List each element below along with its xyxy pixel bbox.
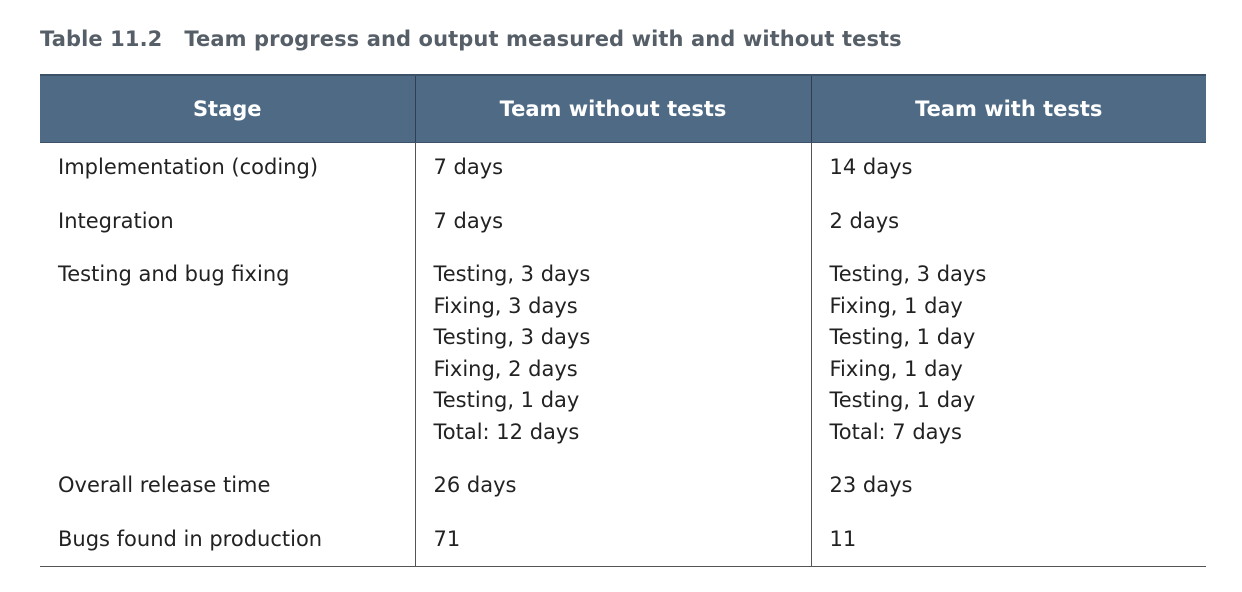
stage-label: Integration bbox=[58, 208, 174, 233]
cell-value-line: 23 days bbox=[829, 473, 913, 497]
table-number: Table 11.2 bbox=[40, 27, 163, 51]
table-header-row: Stage Team without tests Team with tests bbox=[40, 74, 1206, 143]
cell-team-without-tests: Testing, 3 days Fixing, 3 days Testing, 3 … bbox=[414, 249, 811, 460]
cell-value-line: Testing, 1 day bbox=[829, 388, 976, 412]
cell-value-line: Testing, 1 day bbox=[829, 325, 976, 349]
table-row: Bugs found in production 71 11 bbox=[40, 513, 1206, 567]
cell-value-line: 14 days bbox=[829, 155, 913, 179]
cell-team-without-tests: 7 days bbox=[414, 142, 811, 196]
cell-team-without-tests: 7 days bbox=[414, 195, 811, 249]
table-row: Integration 7 days 2 days bbox=[40, 195, 1206, 250]
cell-value-line: 2 days bbox=[829, 208, 900, 233]
table-row: Testing and bug fixing Testing, 3 days Fix… bbox=[40, 249, 1206, 460]
cell-value-line: 7 days bbox=[433, 208, 504, 233]
cell-value-line: Total: 7 days bbox=[829, 419, 962, 444]
cell-team-without-tests: 71 bbox=[414, 513, 811, 567]
header-team-without-tests: Team without tests bbox=[414, 74, 811, 143]
cell-value-line: Testing, 3 days bbox=[433, 325, 591, 349]
cell-team-with-tests: Testing, 3 days Fixing, 1 day Testing, 1 d… bbox=[810, 249, 1206, 460]
cell-stage: Bugs found in production bbox=[40, 513, 415, 567]
stage-label: Implementation (coding) bbox=[58, 155, 319, 179]
cell-value-line: Fixing, 2 days bbox=[433, 356, 578, 381]
cell-stage: Integration bbox=[40, 196, 415, 250]
cell-value-line: 26 days bbox=[433, 473, 517, 497]
stage-label: Overall release time bbox=[58, 473, 271, 497]
table-body: Implementation (coding) 7 days 14 days Inte… bbox=[40, 142, 1206, 567]
table-row: Implementation (coding) 7 days 14 days bbox=[40, 142, 1206, 196]
stage-label: Bugs found in production bbox=[58, 526, 323, 551]
cell-value-line: Testing, 3 days bbox=[433, 262, 591, 286]
cell-value-line: Total: 12 days bbox=[433, 419, 580, 444]
cell-value-line: 7 days bbox=[433, 155, 504, 179]
header-stage: Stage bbox=[40, 74, 415, 143]
cell-value-line: Testing, 3 days bbox=[829, 262, 987, 286]
comparison-table-container: Stage Team without tests Team with tests… bbox=[40, 74, 1206, 567]
table-title: Team progress and output measured with a… bbox=[184, 27, 902, 51]
cell-value-line: Fixing, 1 day bbox=[829, 356, 963, 381]
table-caption: Table 11.2 Team progress and output measu… bbox=[40, 27, 902, 51]
table-row: Overall release time 26 days 23 days bbox=[40, 460, 1206, 514]
cell-stage: Implementation (coding) bbox=[40, 143, 415, 196]
cell-stage: Testing and bug fixing bbox=[40, 249, 415, 460]
cell-value-line: Fixing, 3 days bbox=[433, 293, 578, 318]
cell-value-line: Fixing, 1 day bbox=[829, 293, 963, 318]
cell-stage: Overall release time bbox=[40, 460, 415, 514]
cell-team-without-tests: 26 days bbox=[414, 460, 811, 514]
comparison-table: Stage Team without tests Team with tests… bbox=[40, 74, 1206, 567]
cell-value-line: Testing, 1 day bbox=[433, 388, 580, 412]
header-team-with-tests: Team with tests bbox=[810, 74, 1206, 143]
cell-team-with-tests: 14 days bbox=[810, 142, 1206, 196]
cell-value-line: 71 bbox=[433, 526, 461, 551]
stage-label: Testing and bug fixing bbox=[58, 262, 290, 286]
cell-value-line: 11 bbox=[829, 526, 857, 551]
cell-team-with-tests: 2 days bbox=[810, 195, 1206, 249]
cell-team-with-tests: 23 days bbox=[810, 460, 1206, 514]
cell-team-with-tests: 11 bbox=[810, 513, 1206, 567]
